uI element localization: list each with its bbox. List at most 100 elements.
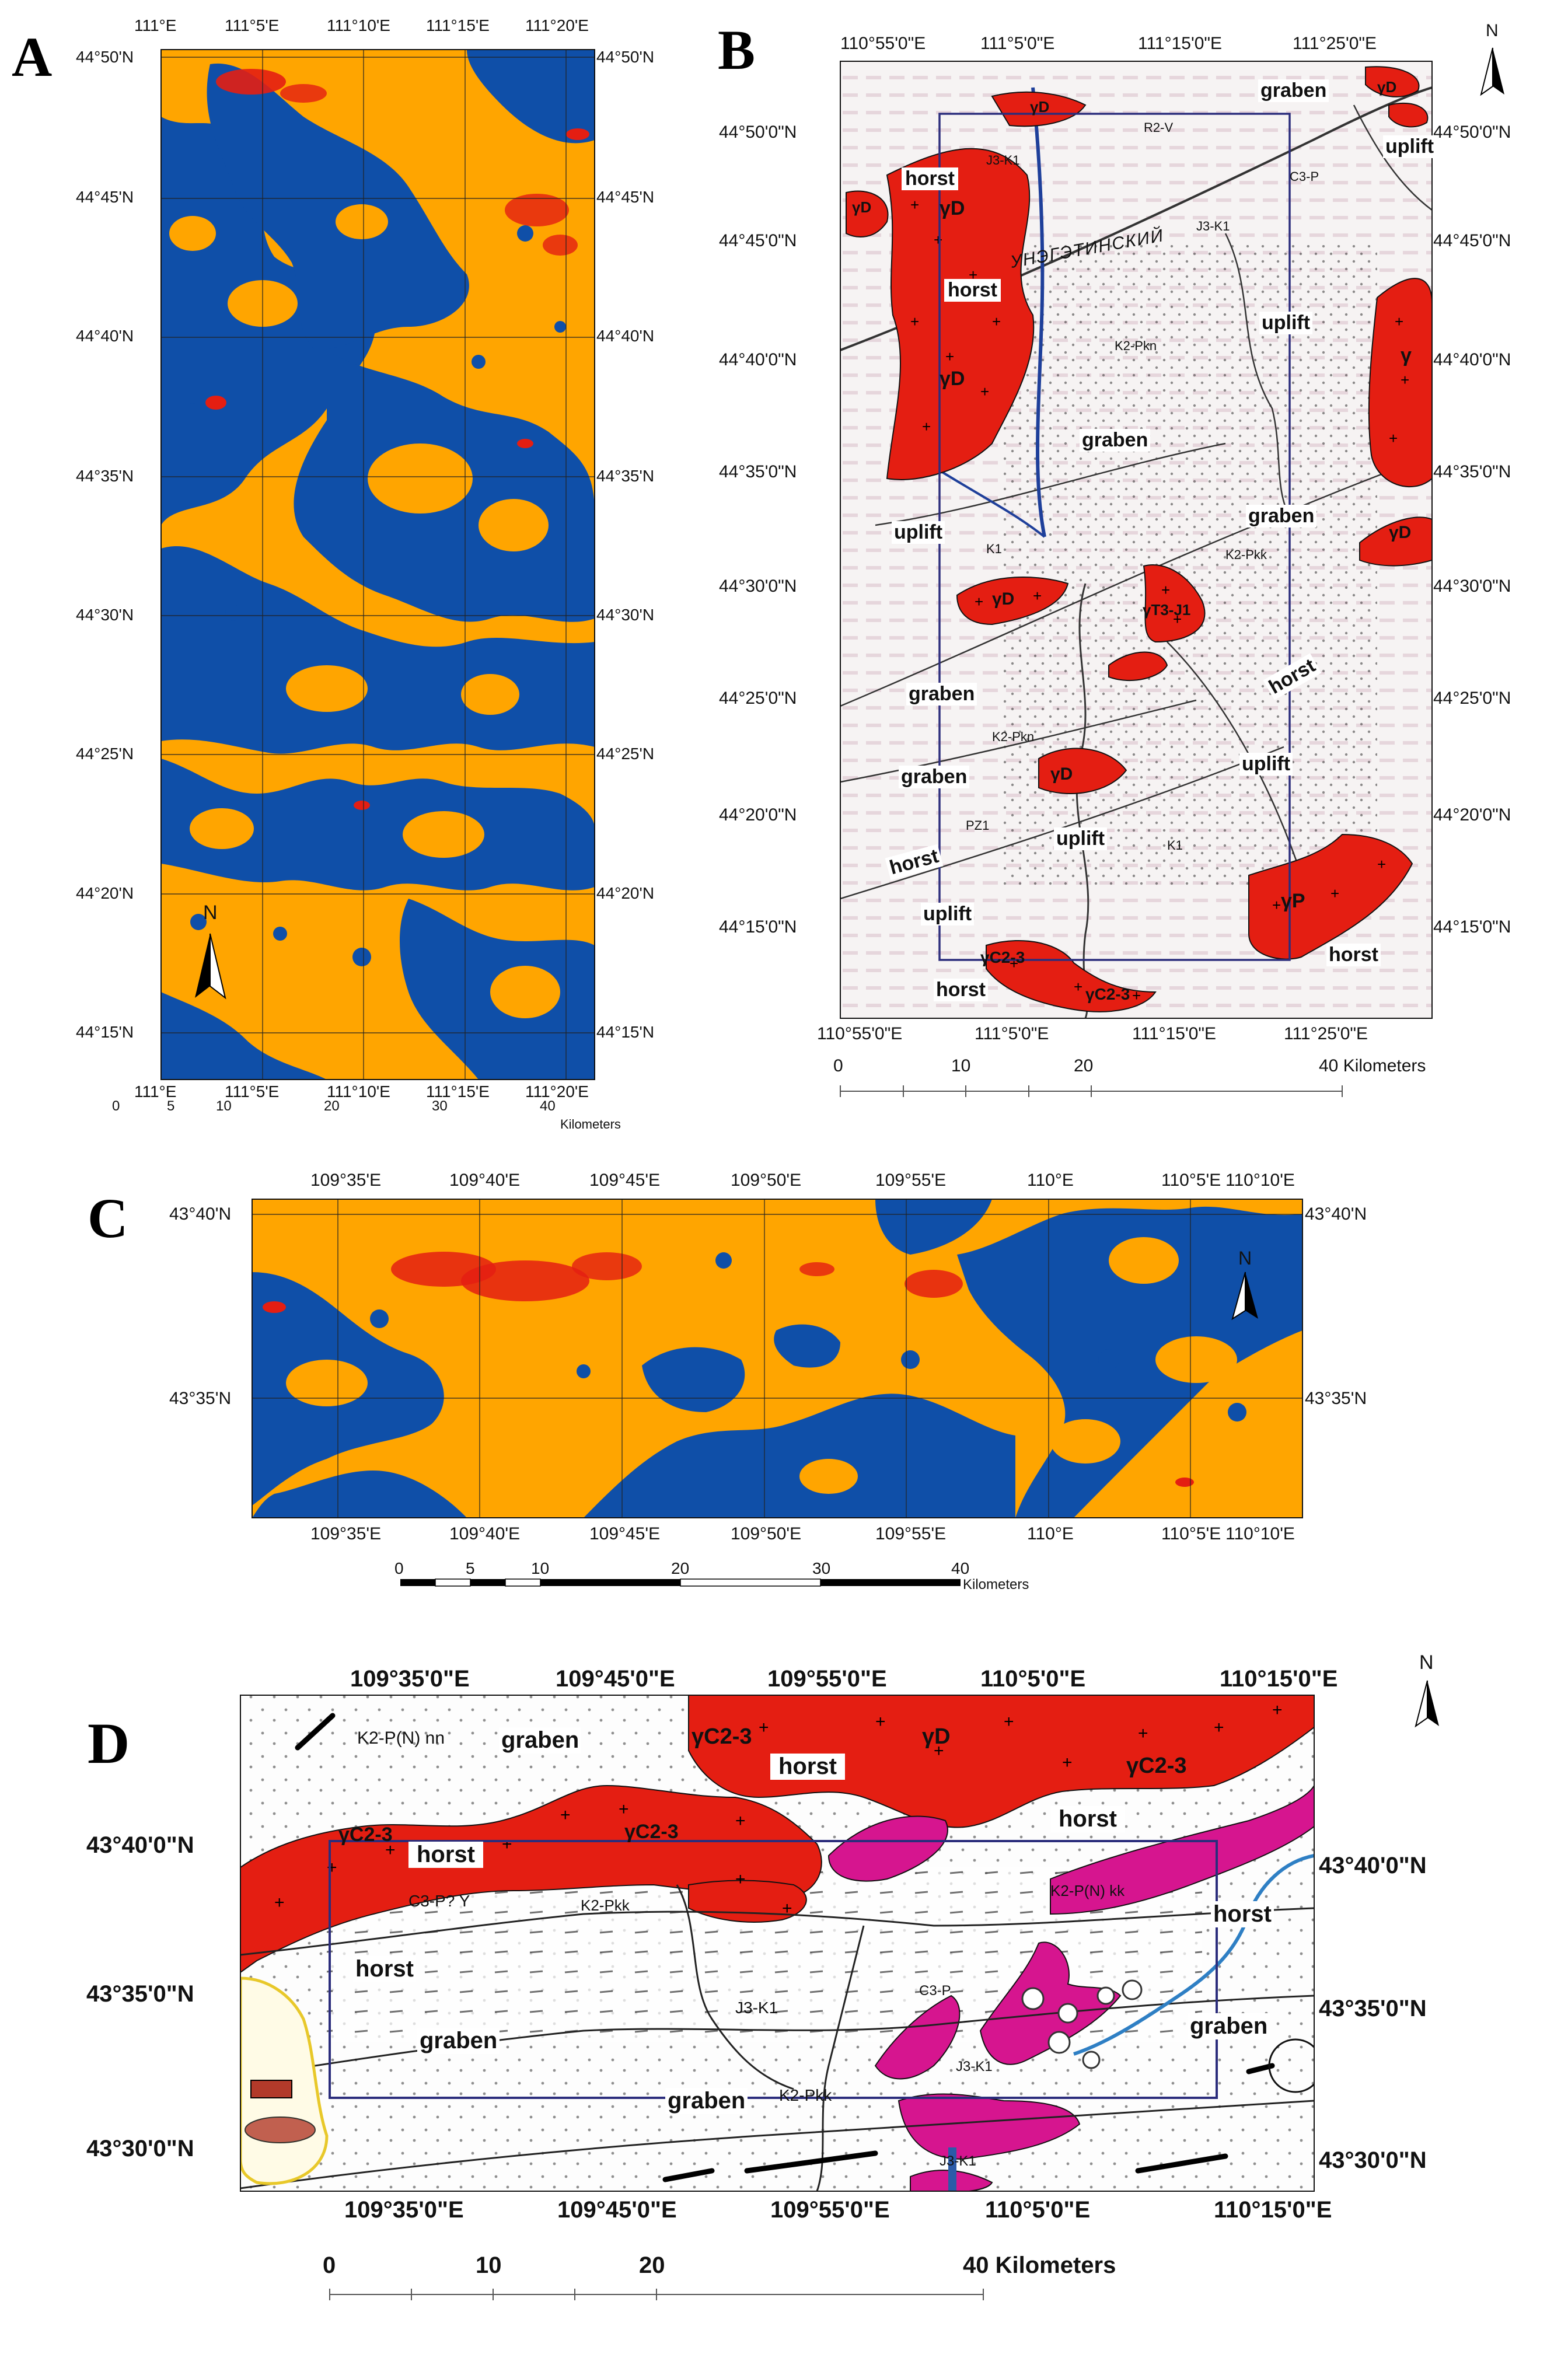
b-intrusion-yC-2: γC2-3 xyxy=(1085,985,1130,1003)
d-left-lat-0: 43°40'0"N xyxy=(86,1832,194,1858)
b-label-horst-1: horst xyxy=(902,167,958,190)
a-right-lat-3: 44°35'N xyxy=(596,467,655,485)
d-intrusion-yD: γD xyxy=(922,1724,951,1749)
a-top-lon-0: 111°E xyxy=(134,16,177,34)
b-right-lat-0: 44°50'0"N xyxy=(1433,123,1511,142)
b-right-lat-5: 44°25'0"N xyxy=(1433,689,1511,708)
svg-text:+: + xyxy=(735,1811,746,1831)
svg-text:+: + xyxy=(1004,1712,1014,1731)
panel-a-blue-specks xyxy=(186,225,566,966)
b-strat-2: K2-Pkn xyxy=(1115,338,1157,353)
svg-text:+: + xyxy=(1074,978,1082,996)
svg-text:+: + xyxy=(1132,987,1141,1004)
a-left-lat-5: 44°25'N xyxy=(76,745,134,763)
svg-text:+: + xyxy=(1062,1753,1073,1772)
b-left-lat-7: 44°15'0"N xyxy=(719,917,797,937)
svg-text:+: + xyxy=(980,383,989,400)
panel-c-red-specks xyxy=(263,1252,1194,1487)
b-intrusion-yD-2: γD xyxy=(940,368,965,390)
a-scale-unit: Kilometers xyxy=(560,1117,621,1131)
panel-letter-c: C xyxy=(88,1187,128,1249)
a-right-lat-1: 44°45'N xyxy=(596,188,655,206)
b-left-lat-3: 44°35'0"N xyxy=(719,462,797,481)
b-label-uplift-6: uplift xyxy=(921,903,975,925)
panel-a-orange-patches xyxy=(169,204,560,1018)
c-scale-unit: Kilometers xyxy=(963,1577,1029,1592)
panel-d-granite-bodies xyxy=(240,1695,1314,1974)
d-left-lat-1: 43°35'0"N xyxy=(86,1981,194,2007)
a-left-lat-2: 44°40'N xyxy=(76,327,134,345)
b-left-lat-4: 44°30'0"N xyxy=(719,577,797,596)
c-scale-4: 30 xyxy=(812,1559,831,1577)
a-top-lon-3: 111°15'E xyxy=(426,16,490,34)
d-bottom-lon-4: 110°15'0"E xyxy=(1214,2197,1332,2223)
c-right-lat-0: 43°40'N xyxy=(1305,1204,1367,1224)
b-left-lat-0: 44°50'0"N xyxy=(719,123,797,142)
panel-d-contacts xyxy=(240,1884,1314,2191)
c-top-lon-4: 109°55'E xyxy=(875,1171,947,1190)
c-north-label: N xyxy=(1238,1248,1252,1269)
a-right-lat-7: 44°15'N xyxy=(596,1023,655,1041)
a-scale-2: 10 xyxy=(216,1098,232,1114)
b-right-lat-7: 44°15'0"N xyxy=(1433,917,1511,937)
c-bottom-lon-1: 109°40'E xyxy=(449,1524,521,1543)
b-intrusion-yD-6: γD xyxy=(992,589,1015,609)
b-right-lat-2: 44°40'0"N xyxy=(1433,350,1511,369)
b-label-graben-3: graben xyxy=(1246,505,1317,528)
d-strat-5: C3-P xyxy=(919,1983,951,1999)
d-top-lon-2: 109°55'0"E xyxy=(767,1666,887,1692)
a-scale-1: 5 xyxy=(167,1098,175,1114)
panel-c-grid xyxy=(252,1199,1302,1518)
a-bottom-lon-0: 111°E xyxy=(134,1082,177,1101)
svg-text:+: + xyxy=(945,348,954,365)
d-right-lat-1: 43°35'0"N xyxy=(1319,1996,1427,2021)
svg-text:+: + xyxy=(385,1840,396,1860)
b-strat-9: R2-V xyxy=(1144,120,1174,135)
d-label-horst-4: horst xyxy=(353,1956,416,1982)
svg-text:+: + xyxy=(327,1858,337,1877)
panel-letter-d: D xyxy=(88,1711,130,1776)
svg-text:+: + xyxy=(735,1870,746,1889)
a-scale-0: 0 xyxy=(112,1098,120,1114)
d-right-lat-2: 43°30'0"N xyxy=(1319,2147,1427,2173)
a-right-lat-2: 44°40'N xyxy=(596,327,655,345)
d-intrusion-yC-1: γC2-3 xyxy=(692,1724,752,1749)
svg-text:+: + xyxy=(1138,1724,1148,1743)
c-top-lon-5: 110°E xyxy=(1027,1171,1074,1190)
b-scale-3: 40 Kilometers xyxy=(1319,1056,1426,1075)
b-right-lat-6: 44°20'0"N xyxy=(1433,805,1511,825)
a-left-lat-0: 44°50'N xyxy=(76,48,134,66)
a-bottom-lon-2: 111°10'E xyxy=(327,1082,390,1101)
svg-text:+: + xyxy=(619,1800,629,1819)
panel-c-blue-specks xyxy=(370,1252,1246,1422)
d-label-graben-4: graben xyxy=(665,2088,748,2114)
panel-b-granite-bodies xyxy=(846,66,1432,1012)
b-right-lat-3: 44°35'0"N xyxy=(1433,462,1511,481)
a-top-lon-1: 111°5'E xyxy=(225,16,280,34)
b-intrusion-yD-3: γD xyxy=(852,198,872,216)
d-bottom-lon-2: 109°55'0"E xyxy=(770,2197,890,2223)
b-scale-0: 0 xyxy=(833,1056,843,1075)
svg-text:+: + xyxy=(502,1835,512,1854)
b-strat-1: J3-K1 xyxy=(986,153,1020,167)
c-top-lon-2: 109°45'E xyxy=(589,1171,661,1190)
a-scale-3: 20 xyxy=(324,1098,340,1114)
svg-text:+: + xyxy=(910,196,919,214)
a-right-lat-6: 44°20'N xyxy=(596,884,655,902)
d-label-horst-5: horst xyxy=(1211,1901,1274,1927)
svg-text:+: + xyxy=(1173,610,1182,628)
d-strat-1: K2-P(N) nn xyxy=(357,1728,445,1748)
b-label-uplift-2: uplift xyxy=(1259,312,1313,334)
svg-text:+: + xyxy=(975,593,983,610)
d-strat-9: K2-P(N) kk xyxy=(1050,1882,1125,1899)
a-top-lon-2: 111°10'E xyxy=(327,16,390,34)
b-strat-6: K2-Pkn xyxy=(992,729,1035,744)
b-left-lat-1: 44°45'0"N xyxy=(719,231,797,250)
b-top-lon-1: 111°5'0"E xyxy=(980,34,1055,53)
panel-c-scale-bar xyxy=(400,1578,961,1587)
d-strat-2: C3-P? Y xyxy=(408,1892,470,1910)
panel-d-circle-symbols xyxy=(1021,1979,1143,2069)
svg-text:+: + xyxy=(759,1718,769,1737)
b-strat-7: K1 xyxy=(1167,838,1183,853)
svg-text:+: + xyxy=(1272,1700,1283,1720)
